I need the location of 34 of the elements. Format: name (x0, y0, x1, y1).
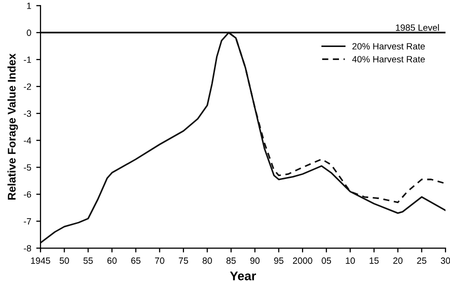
x-tick-label: 60 (107, 257, 117, 264)
x-tick-label: 85 (226, 257, 236, 264)
legend-label: 40% Harvest Rate (352, 56, 425, 62)
y-tick-label: -6 (24, 191, 32, 198)
x-tick-label: 2000 (292, 257, 312, 264)
x-tick-label: 70 (155, 257, 164, 264)
x-tick-label: 20 (393, 257, 403, 264)
y-tick-label: -1 (24, 56, 32, 63)
y-axis-title: Relative Forage Value Index (7, 53, 18, 200)
x-tick-label: 10 (346, 257, 355, 264)
y-tick-label: -7 (24, 218, 32, 224)
y-tick-label: -5 (24, 164, 32, 171)
x-tick-label: 90 (250, 257, 260, 264)
x-tick-label: 05 (322, 257, 332, 264)
x-tick-label: 25 (417, 257, 426, 264)
x-tick-label: 30 (440, 257, 450, 264)
x-tick-label: 95 (274, 257, 284, 264)
x-tick-label: 50 (60, 257, 69, 264)
y-tick-label: -3 (24, 110, 32, 117)
x-tick-label: 65 (131, 257, 140, 264)
x-axis-title: Year (230, 272, 256, 280)
y-tick-label: -2 (24, 83, 32, 90)
legend-label: 20% Harvest Rate (352, 43, 425, 50)
x-tick-label: 75 (178, 258, 188, 264)
y-tick-label: 0 (26, 30, 32, 36)
line-series (40, 32, 446, 244)
x-tick-label: 15 (370, 258, 379, 264)
y-tick-label: -4 (24, 137, 32, 144)
ref-line-label: 1985 Level (396, 24, 439, 31)
y-tick-label: -8 (24, 245, 32, 252)
x-tick-label: 1945 (31, 257, 50, 264)
x-tick-label: 55 (83, 258, 93, 264)
y-tick-label: 1 (27, 2, 32, 9)
x-tick-label: 80 (202, 257, 212, 264)
